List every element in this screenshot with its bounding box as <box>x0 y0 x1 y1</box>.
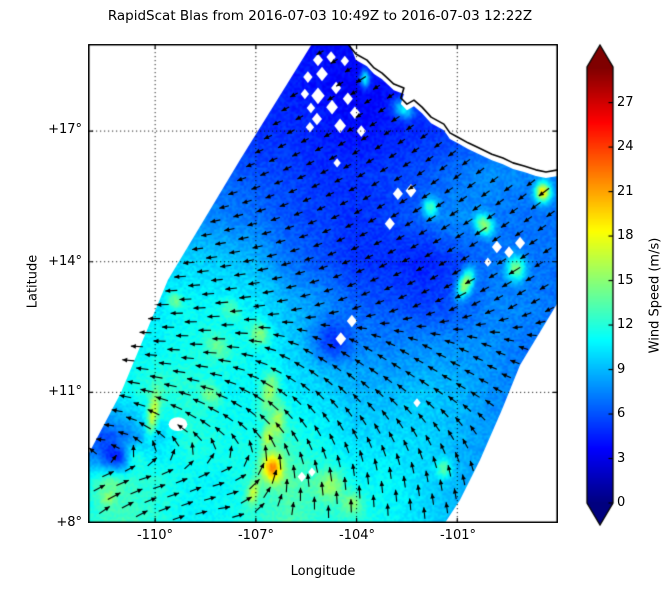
colorbar-tick-label: 15 <box>617 273 634 288</box>
x-axis-label: Longitude <box>290 564 356 579</box>
y-tick-label: +14° <box>48 254 82 269</box>
colorbar-tick-label: 3 <box>617 451 626 466</box>
colorbar-canvas <box>584 43 618 529</box>
colorbar-tick-label: 18 <box>617 228 634 243</box>
colorbar-tick-label: 12 <box>617 317 634 332</box>
wind-map-canvas <box>88 44 558 523</box>
y-tick-label: +8° <box>56 515 82 530</box>
colorbar-tick-label: 27 <box>617 95 634 110</box>
x-tick-label: -110° <box>136 528 173 543</box>
chart-title: RapidScat Blas from 2016-07-03 10:49Z to… <box>107 8 533 24</box>
colorbar-tick-label: 21 <box>617 184 634 199</box>
colorbar-tick-label: 6 <box>617 406 626 421</box>
x-tick-label: -101° <box>439 528 476 543</box>
x-tick-label: -104° <box>338 528 375 543</box>
colorbar-label: Wind Speed (m/s) <box>647 237 663 354</box>
colorbar-tick-label: 0 <box>617 495 626 510</box>
colorbar-tick-label: 9 <box>617 362 626 377</box>
y-axis-label: Latitude <box>25 254 41 309</box>
y-tick-label: +11° <box>48 384 82 399</box>
colorbar-tick-label: 24 <box>617 139 634 154</box>
y-tick-label: +17° <box>48 122 82 137</box>
x-tick-label: -107° <box>237 528 274 543</box>
